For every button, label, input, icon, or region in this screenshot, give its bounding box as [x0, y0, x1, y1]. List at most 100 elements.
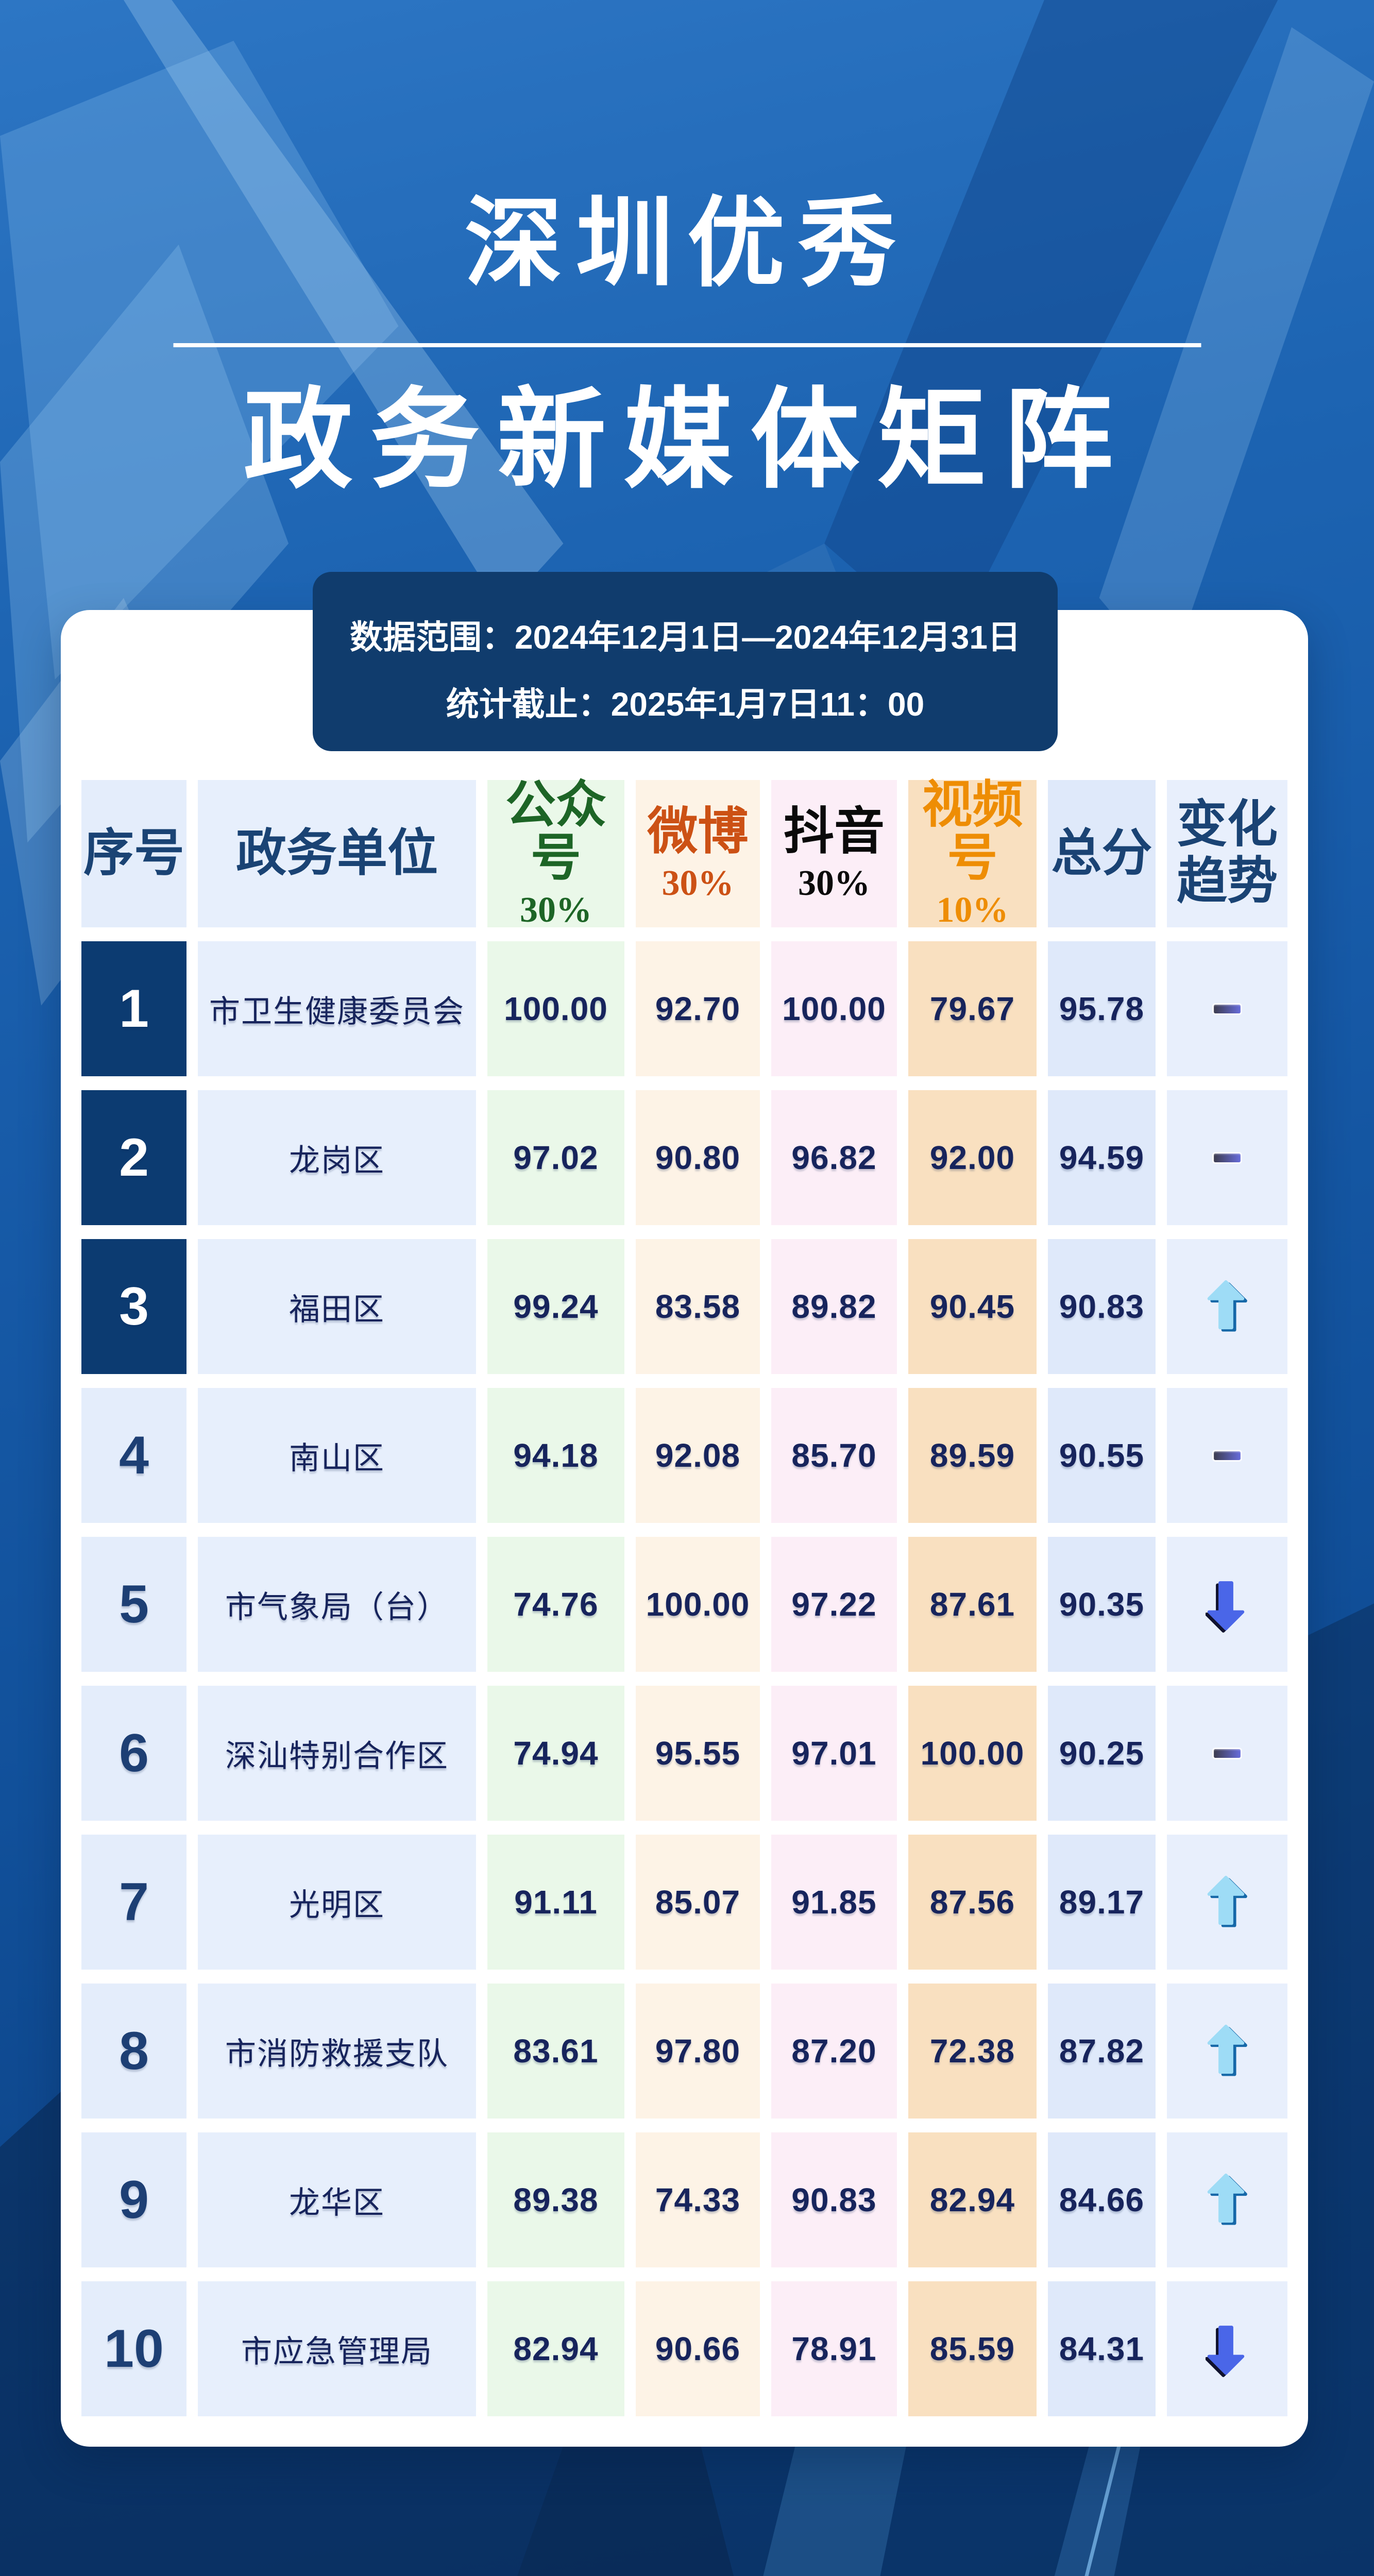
cell-shipinhao-row-4: 89.59: [908, 1388, 1037, 1523]
cell-gongzhonghao-row-5: 74.76: [487, 1537, 624, 1672]
score-value: 97.01: [791, 1735, 877, 1772]
trend-down-icon: [1206, 2326, 1245, 2378]
cell-unit-row-9: 龙华区: [198, 2132, 476, 2267]
cell-unit-row-1: 市卫生健康委员会: [198, 941, 476, 1076]
cell-douyin-row-1: 100.00: [771, 941, 897, 1076]
score-value: 91.11: [514, 1884, 598, 1921]
score-value: 89.38: [513, 2181, 599, 2218]
cell-weibo-row-4: 92.08: [636, 1388, 760, 1523]
score-value: 82.94: [513, 2330, 599, 2367]
score-value: 100.00: [920, 1735, 1025, 1772]
cell-trend-row-9: [1167, 2132, 1287, 2267]
cell-douyin-row-8: 87.20: [771, 1984, 897, 2119]
cell-total-row-1: 95.78: [1048, 941, 1156, 1076]
score-value: 87.56: [929, 1884, 1015, 1921]
cell-shipinhao-row-8: 72.38: [908, 1984, 1037, 2119]
cell-unit-row-2: 龙岗区: [198, 1090, 476, 1225]
score-value: 85.70: [791, 1437, 877, 1474]
score-value: 96.82: [791, 1139, 877, 1176]
cell-gongzhonghao-row-6: 74.94: [487, 1686, 624, 1821]
column-header-unit: 政务单位: [198, 780, 476, 927]
cell-gongzhonghao-row-8: 83.61: [487, 1984, 624, 2119]
unit-name: 市卫生健康委员会: [209, 994, 465, 1029]
score-value: 95.78: [1059, 990, 1145, 1027]
cell-gongzhonghao-row-3: 99.24: [487, 1239, 624, 1374]
score-value: 92.00: [929, 1139, 1015, 1176]
unit-name: 南山区: [289, 1440, 385, 1476]
cell-total-row-7: 89.17: [1048, 1835, 1156, 1970]
cell-unit-row-5: 市气象局（台）: [198, 1537, 476, 1672]
score-value: 79.67: [929, 990, 1015, 1027]
cell-unit-row-3: 福田区: [198, 1239, 476, 1374]
score-value: 90.80: [655, 1139, 741, 1176]
cell-weibo-row-6: 95.55: [636, 1686, 760, 1821]
unit-name: 龙华区: [289, 2185, 385, 2220]
cell-trend-row-4: [1167, 1388, 1287, 1523]
score-value: 90.83: [1059, 1288, 1145, 1325]
cell-douyin-row-10: 78.91: [771, 2281, 897, 2416]
cell-rank-row-4: 4: [81, 1388, 186, 1523]
score-value: 99.24: [513, 1288, 599, 1325]
cell-trend-row-8: [1167, 1984, 1287, 2119]
score-value: 90.83: [791, 2181, 877, 2218]
score-value: 74.33: [655, 2181, 741, 2218]
score-value: 97.22: [791, 1586, 877, 1623]
cell-douyin-row-9: 90.83: [771, 2132, 897, 2267]
cell-douyin-row-6: 97.01: [771, 1686, 897, 1821]
cell-total-row-3: 90.83: [1048, 1239, 1156, 1374]
cell-total-row-4: 90.55: [1048, 1388, 1156, 1523]
score-value: 83.61: [513, 2032, 599, 2070]
score-value: 87.61: [929, 1586, 1015, 1623]
unit-name: 龙岗区: [289, 1143, 385, 1178]
rank-number: 6: [119, 1723, 149, 1783]
cell-gongzhonghao-row-1: 100.00: [487, 941, 624, 1076]
score-value: 84.66: [1059, 2181, 1145, 2218]
ranking-card: 序号 政务单位 公众号 30% 微博 30% 抖音 30% 视频号 10% 总分 变化趋势 1 市卫生健康…: [61, 610, 1308, 2447]
unit-name: 福田区: [289, 1292, 385, 1327]
rank-number: 5: [119, 1574, 149, 1634]
cell-douyin-row-5: 97.22: [771, 1537, 897, 1672]
ranking-table: 序号 政务单位 公众号 30% 微博 30% 抖音 30% 视频号 10% 总分 变化趋势 1 市卫生健康…: [81, 777, 1287, 2416]
cell-shipinhao-row-1: 79.67: [908, 941, 1037, 1076]
cell-trend-row-5: [1167, 1537, 1287, 1672]
cell-total-row-2: 94.59: [1048, 1090, 1156, 1225]
rank-number: 2: [119, 1127, 149, 1188]
score-value: 90.35: [1059, 1586, 1145, 1623]
cell-rank-row-1: 1: [81, 941, 186, 1076]
cell-weibo-row-5: 100.00: [636, 1537, 760, 1672]
score-value: 83.58: [655, 1288, 741, 1325]
column-header-weight: 30%: [661, 863, 734, 904]
cell-total-row-5: 90.35: [1048, 1537, 1156, 1672]
rank-number: 3: [119, 1276, 149, 1336]
column-header-label: 序号: [83, 825, 184, 882]
cell-weibo-row-3: 83.58: [636, 1239, 760, 1374]
trend-up-icon: [1207, 1280, 1247, 1332]
title-line1: 深圳优秀: [464, 189, 910, 298]
cell-unit-row-6: 深汕特别合作区: [198, 1686, 476, 1821]
rank-number: 4: [119, 1425, 149, 1485]
cell-unit-row-4: 南山区: [198, 1388, 476, 1523]
score-value: 78.91: [791, 2330, 877, 2367]
score-value: 100.00: [646, 1586, 750, 1623]
cell-trend-row-6: [1167, 1686, 1287, 1821]
unit-name: 深汕特别合作区: [225, 1738, 449, 1773]
cell-rank-row-6: 6: [81, 1686, 186, 1821]
column-header-weibo: 微博 30%: [636, 780, 760, 927]
cell-gongzhonghao-row-7: 91.11: [487, 1835, 624, 1970]
cell-shipinhao-row-9: 82.94: [908, 2132, 1037, 2267]
info-box: 数据范围：2024年12月1日—2024年12月31日 统计截止：2025年1月…: [313, 572, 1058, 751]
cell-shipinhao-row-6: 100.00: [908, 1686, 1037, 1821]
cell-unit-row-8: 市消防救援支队: [198, 1984, 476, 2119]
score-value: 87.82: [1059, 2032, 1145, 2070]
rank-number: 8: [119, 2021, 149, 2081]
column-header-gongzhonghao: 公众号 30%: [487, 779, 624, 928]
column-header-label: 政务单位: [235, 825, 438, 882]
trend-up-icon: [1207, 1876, 1247, 1927]
column-header-label: 总分: [1051, 825, 1152, 882]
unit-name: 市气象局（台）: [225, 1589, 449, 1624]
cell-gongzhonghao-row-4: 94.18: [487, 1388, 624, 1523]
unit-name: 市应急管理局: [241, 2334, 433, 2369]
cell-weibo-row-8: 97.80: [636, 1984, 760, 2119]
column-header-label: 视频号: [922, 777, 1023, 886]
